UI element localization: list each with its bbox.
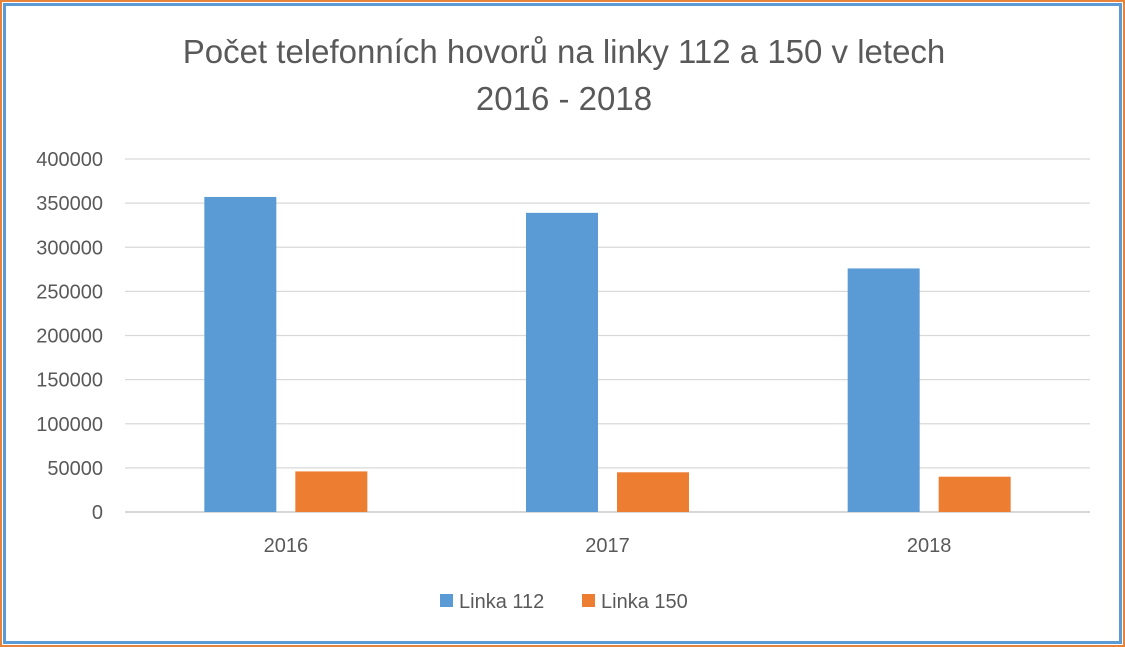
- bar: [938, 476, 1011, 512]
- bar: [526, 212, 598, 512]
- legend-swatch: [582, 594, 595, 607]
- x-tick-label: 2016: [264, 535, 309, 557]
- x-tick-label: 2017: [585, 535, 630, 557]
- bar: [617, 472, 689, 512]
- y-tick-label: 350000: [36, 193, 103, 215]
- legend-label: Linka 150: [601, 591, 688, 613]
- y-tick-label: 200000: [36, 326, 103, 348]
- y-tick-label: 400000: [36, 149, 103, 171]
- y-tick-label: 100000: [36, 414, 103, 436]
- gridlines: [125, 158, 1090, 513]
- legend-swatch: [440, 594, 453, 607]
- y-tick-label: 0: [92, 502, 103, 524]
- bars: [204, 196, 1011, 512]
- y-tick-label: 300000: [36, 237, 103, 259]
- y-tick-label: 150000: [36, 370, 103, 392]
- chart-title-line-1: Počet telefonních hovorů na linky 112 a …: [183, 33, 946, 70]
- y-tick-label: 50000: [47, 458, 103, 480]
- bar: [295, 471, 368, 512]
- legend: Linka 112 Linka 150: [440, 591, 688, 613]
- chart-title-line-2: 2016 - 2018: [476, 80, 652, 117]
- bar: [847, 268, 920, 512]
- y-tick-label: 250000: [36, 281, 103, 303]
- legend-label: Linka 112: [459, 591, 544, 613]
- bar: [204, 196, 277, 512]
- x-axis-ticks: 2016 2017 2018: [264, 535, 952, 557]
- x-tick-label: 2018: [907, 535, 952, 557]
- y-axis-ticks: 0 50000 100000 150000 200000 250000 300000 3500…: [36, 149, 103, 524]
- chart-frame-inner: [3, 3, 1122, 644]
